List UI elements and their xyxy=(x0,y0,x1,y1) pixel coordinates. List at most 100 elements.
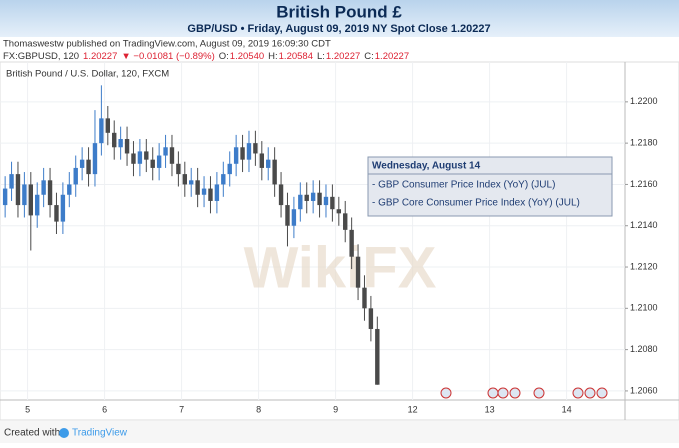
candle-body xyxy=(131,153,136,164)
x-tick-label: 13 xyxy=(485,404,495,414)
x-tick-label: 14 xyxy=(562,404,572,414)
candle-body xyxy=(99,118,104,144)
candle-body xyxy=(343,213,348,230)
event-icon xyxy=(572,387,584,399)
candle-body xyxy=(201,188,207,195)
candle-body xyxy=(118,139,123,148)
candle-body xyxy=(304,194,309,201)
footer-brand[interactable]: TradingView xyxy=(72,428,128,439)
candle-body xyxy=(169,147,175,164)
candle-body xyxy=(86,159,91,175)
annotation-line: - GBP Consumer Price Index (YoY) (JUL) xyxy=(372,180,555,191)
event-icon xyxy=(497,387,509,399)
candle-body xyxy=(189,180,194,185)
chart-frame xyxy=(0,61,679,421)
candle-body xyxy=(375,328,380,385)
candles xyxy=(2,85,380,385)
x-tick-label: 5 xyxy=(25,404,30,414)
candle-body xyxy=(73,167,78,185)
event-icon xyxy=(596,387,608,399)
info-item: 1.20227 xyxy=(83,51,117,62)
annotation-title: Wednesday, August 14 xyxy=(372,161,481,172)
y-tick-label: 1.2140 xyxy=(630,220,658,230)
info-item: ▼ −0.01081 (−0.89%) xyxy=(121,51,214,62)
candle-body xyxy=(246,143,252,160)
candle-body xyxy=(54,205,59,222)
candle-body xyxy=(2,188,8,206)
candle-body xyxy=(349,229,354,257)
info-item: C: xyxy=(364,51,374,62)
chart-title: British Pound / U.S. Dollar, 120, FXCM xyxy=(6,69,169,80)
candle-body xyxy=(362,287,367,309)
footer-created: Created with xyxy=(4,428,60,439)
candle-body xyxy=(124,139,130,154)
candle-body xyxy=(28,184,34,216)
y-tick-label: 1.2200 xyxy=(630,96,658,106)
x-tick-label: 6 xyxy=(102,404,107,414)
candle-body xyxy=(298,194,303,210)
y-tick-label: 1.2100 xyxy=(630,303,658,313)
candle-body xyxy=(272,159,277,185)
candle-body xyxy=(144,151,149,160)
annotation-box xyxy=(367,156,613,217)
watermark: WikiFX xyxy=(244,235,437,300)
candle-body xyxy=(92,143,98,175)
candle-body xyxy=(323,196,329,206)
candle-body xyxy=(355,256,361,288)
annotation-line: - GBP Core Consumer Price Index (YoY) (J… xyxy=(372,198,580,209)
candle-body xyxy=(214,184,220,201)
event-icon xyxy=(584,387,596,399)
candle-body xyxy=(22,184,27,206)
grid xyxy=(0,62,625,400)
candle-body xyxy=(227,163,232,175)
candle-body xyxy=(35,194,40,216)
x-tick-label: 7 xyxy=(179,404,184,414)
event-icon xyxy=(533,387,545,399)
header-band xyxy=(0,0,679,37)
candle-body xyxy=(137,151,143,164)
candle-body xyxy=(240,147,245,160)
event-icon xyxy=(509,387,521,399)
header-subtitle: GBP/USD • Friday, August 09, 2019 NY Spo… xyxy=(187,23,490,35)
candle-body xyxy=(163,147,168,156)
info-item: 1.20540 xyxy=(230,51,264,62)
candle-body xyxy=(79,159,85,168)
candle-body xyxy=(221,174,226,185)
info-item: O: xyxy=(219,51,229,62)
y-tick-label: 1.2120 xyxy=(630,261,658,271)
candle-body xyxy=(259,153,265,168)
candle-body xyxy=(15,174,21,206)
publisher: Thomaswestw published on TradingView.com… xyxy=(3,39,331,50)
candle-body xyxy=(291,209,297,226)
candle-body xyxy=(336,209,342,214)
candle-body xyxy=(112,132,117,148)
candle-body xyxy=(266,159,271,168)
candle-body xyxy=(368,308,374,329)
candle-body xyxy=(208,188,213,201)
candle-body xyxy=(278,184,284,206)
info-item: L: xyxy=(317,51,325,62)
candle-body xyxy=(253,143,258,154)
event-icon xyxy=(487,387,499,399)
event-icons xyxy=(440,387,608,399)
candle-body xyxy=(156,155,162,168)
y-tick-label: 1.2060 xyxy=(630,385,658,395)
info-item: 1.20227 xyxy=(375,51,409,62)
event-icon xyxy=(440,387,452,399)
candle-body xyxy=(47,180,53,206)
x-tick-label: 12 xyxy=(408,404,418,414)
candle-body xyxy=(285,205,290,226)
candle-body xyxy=(233,147,239,164)
candle-body xyxy=(150,159,155,168)
candle-body xyxy=(41,180,46,195)
candle-body xyxy=(60,194,66,222)
info-item: 1.20584 xyxy=(279,51,313,62)
tv-logo xyxy=(59,428,69,438)
candle-body xyxy=(330,196,335,210)
x-tick-label: 8 xyxy=(256,404,261,414)
info-item: 1.20227 xyxy=(326,51,360,62)
x-tick-label: 9 xyxy=(333,404,338,414)
candle-body xyxy=(176,163,181,175)
candle-body xyxy=(317,192,322,206)
